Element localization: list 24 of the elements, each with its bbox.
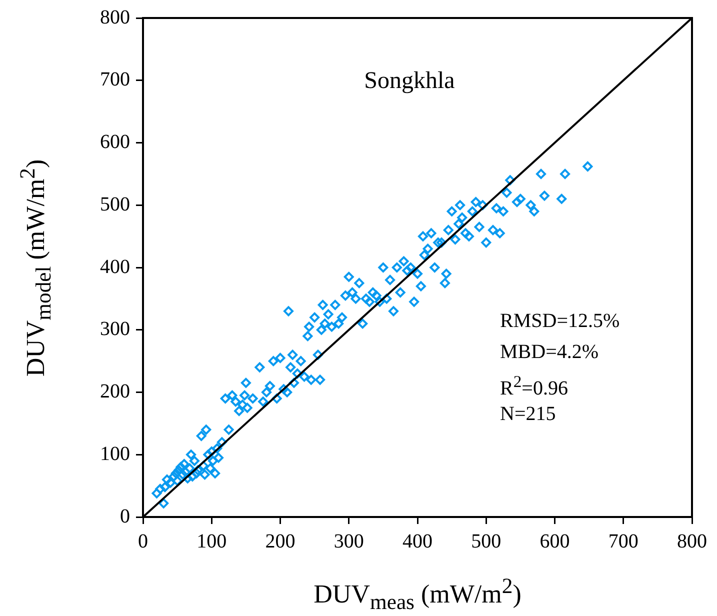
- annotation: RMSD=12.5%: [500, 310, 620, 333]
- y-tick-label: 600: [100, 131, 130, 153]
- y-tick-label: 200: [100, 380, 130, 402]
- annotation: R$^{2}$=0.96: [500, 372, 568, 401]
- y-tick-label: 800: [100, 6, 130, 28]
- annotation: N=215: [500, 403, 556, 426]
- y-tick-label: 700: [100, 68, 130, 91]
- y-tick-label: 100: [100, 442, 130, 465]
- x-tick-label: 400: [402, 530, 432, 552]
- x-axis-title: DUV$_{meas}$ (mW/m$^{2}$): [314, 574, 522, 615]
- y-tick-label: 0: [120, 505, 130, 528]
- annotation: Songkhla: [364, 68, 455, 95]
- x-tick-label: 600: [540, 530, 570, 552]
- x-tick-label: 100: [196, 530, 227, 552]
- x-tick-label: 300: [334, 530, 364, 552]
- x-tick-label: 800: [677, 530, 707, 552]
- annotation: MBD=4.2%: [500, 341, 599, 364]
- x-tick-label: 500: [471, 530, 502, 552]
- x-tick-label: 700: [608, 530, 638, 552]
- x-tick-label: 200: [265, 530, 296, 552]
- y-tick-label: 500: [100, 193, 130, 216]
- y-tick-label: 300: [100, 318, 130, 340]
- y-tick-label: 400: [100, 256, 130, 278]
- x-tick-label: 0: [138, 530, 148, 552]
